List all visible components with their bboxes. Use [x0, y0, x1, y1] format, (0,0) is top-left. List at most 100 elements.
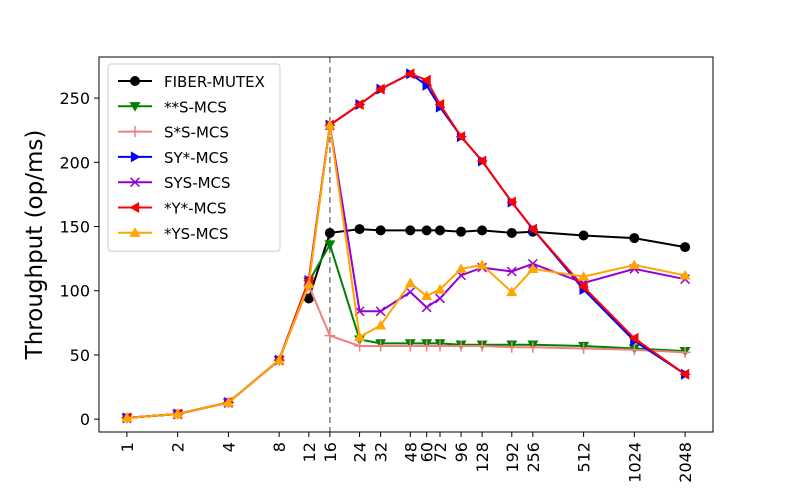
legend-marker-ys-mcs: [129, 227, 141, 237]
legend-label: S*S-MCS: [164, 124, 229, 142]
legend-marker-sys-mcs: [130, 177, 140, 188]
x-tick-label: 192: [503, 442, 522, 473]
data-point-fiber-mutex: [477, 225, 488, 236]
legend-label: **S-MCS: [164, 98, 227, 116]
data-point-s-s-mcs: [476, 340, 488, 352]
y-tick-label: 50: [70, 346, 90, 365]
y-tick-label: 250: [59, 89, 90, 108]
data-point-ys-mcs: [527, 263, 539, 274]
legend-marker-y-mcs: [129, 202, 140, 213]
y-tick-label: 0: [80, 410, 90, 429]
data-point-s-s-mcs: [354, 340, 366, 352]
x-tick-label: 1: [118, 442, 137, 452]
data-point-s-s-mcs: [375, 340, 387, 352]
y-tick-label: 100: [59, 282, 90, 301]
data-point-s-s-mcs: [455, 340, 467, 352]
data-point-fiber-mutex: [303, 293, 314, 304]
data-point-ys-mcs: [506, 286, 518, 297]
data-point-y-mcs: [679, 368, 690, 380]
legend-marker-s-mcs: [129, 102, 141, 112]
legend-label: FIBER-MUTEX: [164, 73, 265, 91]
x-tick-label: 512: [575, 442, 594, 473]
data-point-y-mcs: [578, 281, 588, 293]
x-tick-label: 12: [300, 442, 319, 462]
data-point-fiber-mutex: [456, 226, 467, 237]
data-point-s-s-mcs: [578, 343, 590, 355]
y-tick-label: 200: [59, 153, 90, 172]
legend-marker-s-s-mcs: [129, 126, 141, 138]
legend-label: *Y*-MCS: [164, 200, 227, 218]
x-tick-label: 128: [473, 442, 492, 473]
legend-label: SYS-MCS: [164, 174, 231, 192]
legend-item-ys-mcs: *YS-MCS: [118, 225, 229, 243]
data-point-fiber-mutex: [578, 230, 589, 241]
legend-marker-fiber-mutex: [130, 76, 140, 86]
legend-box: [107, 63, 281, 252]
legend-label: SY*-MCS: [164, 149, 229, 167]
x-tick-label: 24: [351, 442, 370, 462]
legend-item-sys-mcs: SYS-MCS: [118, 174, 231, 192]
data-point-sy-mcs: [422, 79, 433, 91]
x-tick-label: 16: [321, 442, 340, 462]
data-point-sys-mcs: [375, 306, 386, 317]
legend-item-sy-mcs: SY*-MCS: [118, 149, 229, 167]
data-point-s-s-mcs: [628, 344, 640, 356]
data-point-s-s-mcs: [506, 341, 518, 353]
series-layer: [121, 68, 691, 424]
x-tick-label: 32: [372, 442, 391, 462]
data-point-s-mcs: [324, 240, 336, 250]
data-point-y-mcs: [434, 99, 445, 111]
y-tick-label: 150: [59, 218, 90, 237]
x-tick-label: 256: [524, 442, 543, 473]
data-point-ys-mcs: [455, 263, 467, 274]
data-point-sys-mcs: [421, 302, 432, 313]
x-tick-label: 4: [219, 442, 238, 452]
data-point-fiber-mutex: [405, 225, 416, 236]
data-point-y-mcs: [375, 83, 385, 95]
data-point-ys-mcs: [578, 271, 590, 281]
legend: FIBER-MUTEX **S-MCS S*S-MCS SY*-MCS SYS-MCS *…: [107, 63, 281, 252]
x-tick-label: 60: [418, 442, 437, 462]
data-point-ys-mcs: [273, 354, 285, 365]
legend-item-s-mcs: **S-MCS: [118, 98, 227, 116]
data-point-ys-mcs: [324, 119, 336, 130]
data-point-ys-mcs: [172, 408, 184, 419]
data-point-ys-mcs: [476, 259, 488, 270]
data-point-y-mcs: [628, 332, 639, 344]
data-point-fiber-mutex: [506, 227, 517, 238]
data-point-fiber-mutex: [629, 233, 640, 244]
data-point-sys-mcs: [506, 266, 517, 277]
data-point-y-mcs: [527, 223, 537, 235]
data-point-sys-mcs: [405, 287, 416, 297]
data-point-y-mcs: [404, 68, 415, 80]
data-point-ys-mcs: [222, 396, 234, 407]
data-point-ys-mcs: [421, 290, 433, 300]
data-point-ys-mcs: [404, 277, 416, 288]
data-point-ys-mcs: [121, 412, 133, 422]
y-axis-label: Throughput (op/ms): [22, 130, 48, 361]
data-point-s-s-mcs: [527, 341, 539, 353]
data-point-ys-mcs: [354, 331, 366, 342]
data-point-s-s-mcs: [324, 330, 336, 342]
data-point-fiber-mutex: [324, 227, 335, 238]
series-line-ys-mcs: [126, 124, 686, 419]
data-point-fiber-mutex: [354, 224, 365, 235]
data-point-y-mcs: [421, 74, 431, 86]
data-point-s-s-mcs: [679, 346, 691, 358]
data-point-ys-mcs: [434, 283, 446, 294]
legend-item-fiber-mutex: FIBER-MUTEX: [118, 73, 265, 91]
series-fiber-mutex: [303, 224, 691, 304]
x-tick-label: 8: [270, 442, 289, 452]
data-point-ys-mcs: [375, 319, 387, 330]
x-tick-label: 72: [431, 442, 450, 462]
data-point-y-mcs: [476, 155, 487, 167]
data-point-s-s-mcs: [421, 340, 433, 352]
x-tick-label: 96: [452, 442, 471, 462]
data-point-ys-mcs: [679, 269, 691, 280]
data-point-ys-mcs: [303, 278, 315, 289]
x-tick-label: 1024: [625, 442, 644, 483]
data-point-s-s-mcs: [434, 340, 446, 352]
